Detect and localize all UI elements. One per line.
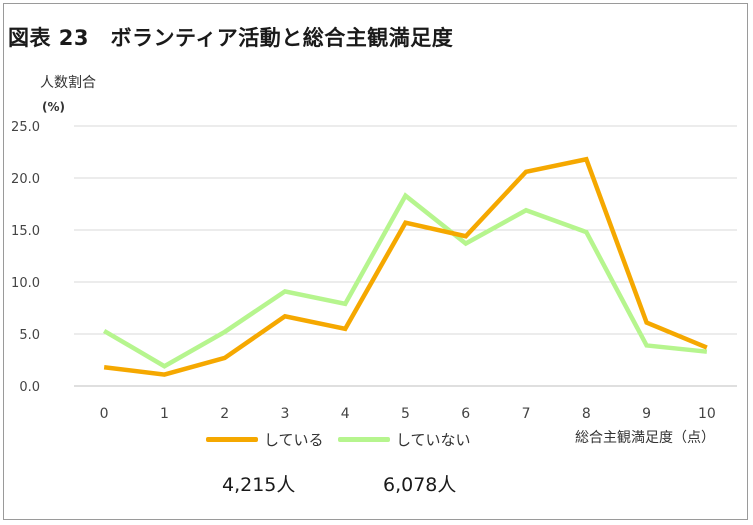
y-tick-label-15.0: 15.0 (11, 224, 40, 239)
legend-label-not-doing: していない (396, 430, 471, 449)
legend-swatch-doing (206, 436, 258, 442)
legend-item-doing: している (206, 427, 324, 451)
x-tick-label-2: 2 (220, 406, 229, 422)
x-tick-label-1: 1 (160, 406, 169, 422)
count-not-doing: 6,078人 (383, 474, 457, 496)
chart-frame (3, 3, 748, 520)
y-axis-unit: (%) (42, 100, 65, 114)
x-tick-label-0: 0 (100, 406, 109, 422)
series-line-not-doing (102, 192, 708, 369)
legend-swatch-not-doing (338, 436, 390, 442)
x-axis-label: 総合主観満足度（点） (575, 430, 715, 446)
x-tick-label-3: 3 (280, 406, 289, 422)
x-tick-label-4: 4 (341, 406, 350, 422)
y-tick-label-25.0: 25.0 (11, 120, 40, 135)
chart-title: 図表 23 ボランティア活動と総合主観満足度 (8, 26, 454, 50)
y-tick-label-5.0: 5.0 (19, 328, 40, 343)
x-tick-label-5: 5 (401, 406, 410, 422)
y-tick-label-20.0: 20.0 (11, 172, 40, 187)
y-axis-label: 人数割合 (40, 75, 96, 91)
x-tick-label-6: 6 (461, 406, 470, 422)
y-tick-label-0.0: 0.0 (19, 380, 40, 395)
series-line-doing (103, 156, 708, 377)
x-tick-label-7: 7 (522, 406, 531, 422)
y-tick-label-10.0: 10.0 (11, 276, 40, 291)
legend-item-not-doing: していない (338, 427, 471, 451)
x-tick-label-8: 8 (582, 406, 591, 422)
count-doing: 4,215人 (222, 474, 296, 496)
legend-label-doing: している (264, 430, 324, 449)
x-tick-label-9: 9 (642, 406, 651, 422)
x-tick-label-10: 10 (698, 406, 716, 422)
